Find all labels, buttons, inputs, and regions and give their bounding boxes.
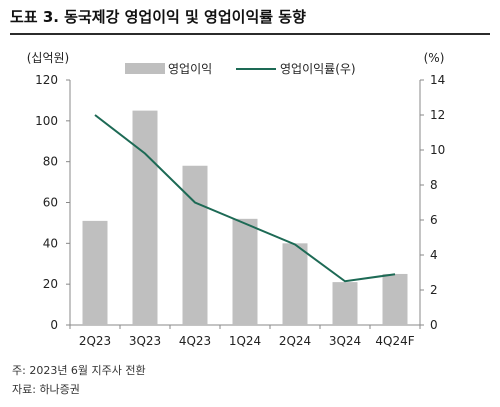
x-tick-label: 2Q23 [79, 334, 111, 348]
y-tick-label-left: 0 [50, 318, 58, 332]
footnote: 주: 2023년 6월 지주사 전환 [12, 364, 146, 377]
x-tick-label: 3Q23 [129, 334, 161, 348]
title-rule [10, 33, 490, 35]
y-tick-label-left: 60 [43, 196, 58, 210]
y-tick-label-right: 8 [430, 178, 438, 192]
y-tick-label-left: 120 [35, 73, 58, 87]
y-tick-label-left: 20 [43, 277, 58, 291]
bar-2Q23 [82, 220, 108, 325]
y-tick-label-right: 12 [430, 108, 445, 122]
y-tick-label-right: 4 [430, 248, 438, 262]
y-tick-label-right: 10 [430, 143, 445, 157]
chart-area: 0 20 40 60 80 100 120 0 2 4 6 8 10 12 14 (십억원) (%) 2Q23 3Q… [27, 51, 446, 348]
y-axis-label-left: (십억원) [27, 51, 69, 65]
y-tick-label-right: 6 [430, 213, 438, 227]
legend-label-bar: 영업이익 [168, 62, 212, 76]
y-tick-label-right: 14 [430, 73, 445, 87]
y-tick-label-right: 2 [430, 283, 438, 297]
x-tick-label: 4Q23 [179, 334, 211, 348]
y-tick-label-left: 80 [43, 155, 58, 169]
source-note: 자료: 하나증권 [12, 383, 80, 396]
bar-2Q24 [282, 243, 308, 325]
bar-1Q24 [232, 218, 258, 325]
bar-4Q24F [382, 273, 408, 325]
bar-3Q24 [332, 282, 358, 325]
legend-swatch-bar [125, 63, 165, 74]
y-axis-label-right: (%) [424, 51, 445, 65]
bar-3Q23 [132, 110, 158, 325]
chart-title: 도표 3. 동국제강 영업이익 및 영업이익률 동향 [10, 8, 306, 26]
bar-4Q23 [182, 165, 208, 325]
legend-label-line: 영업이익률(우) [280, 62, 356, 76]
x-tick-label: 2Q24 [279, 334, 311, 348]
y-tick-label-left: 40 [43, 236, 58, 250]
y-tick-label-left: 100 [35, 114, 58, 128]
x-tick-label: 1Q24 [229, 334, 261, 348]
x-tick-label: 3Q24 [329, 334, 361, 348]
x-tick-label: 4Q24F [375, 334, 414, 348]
y-tick-label-right: 0 [430, 318, 438, 332]
